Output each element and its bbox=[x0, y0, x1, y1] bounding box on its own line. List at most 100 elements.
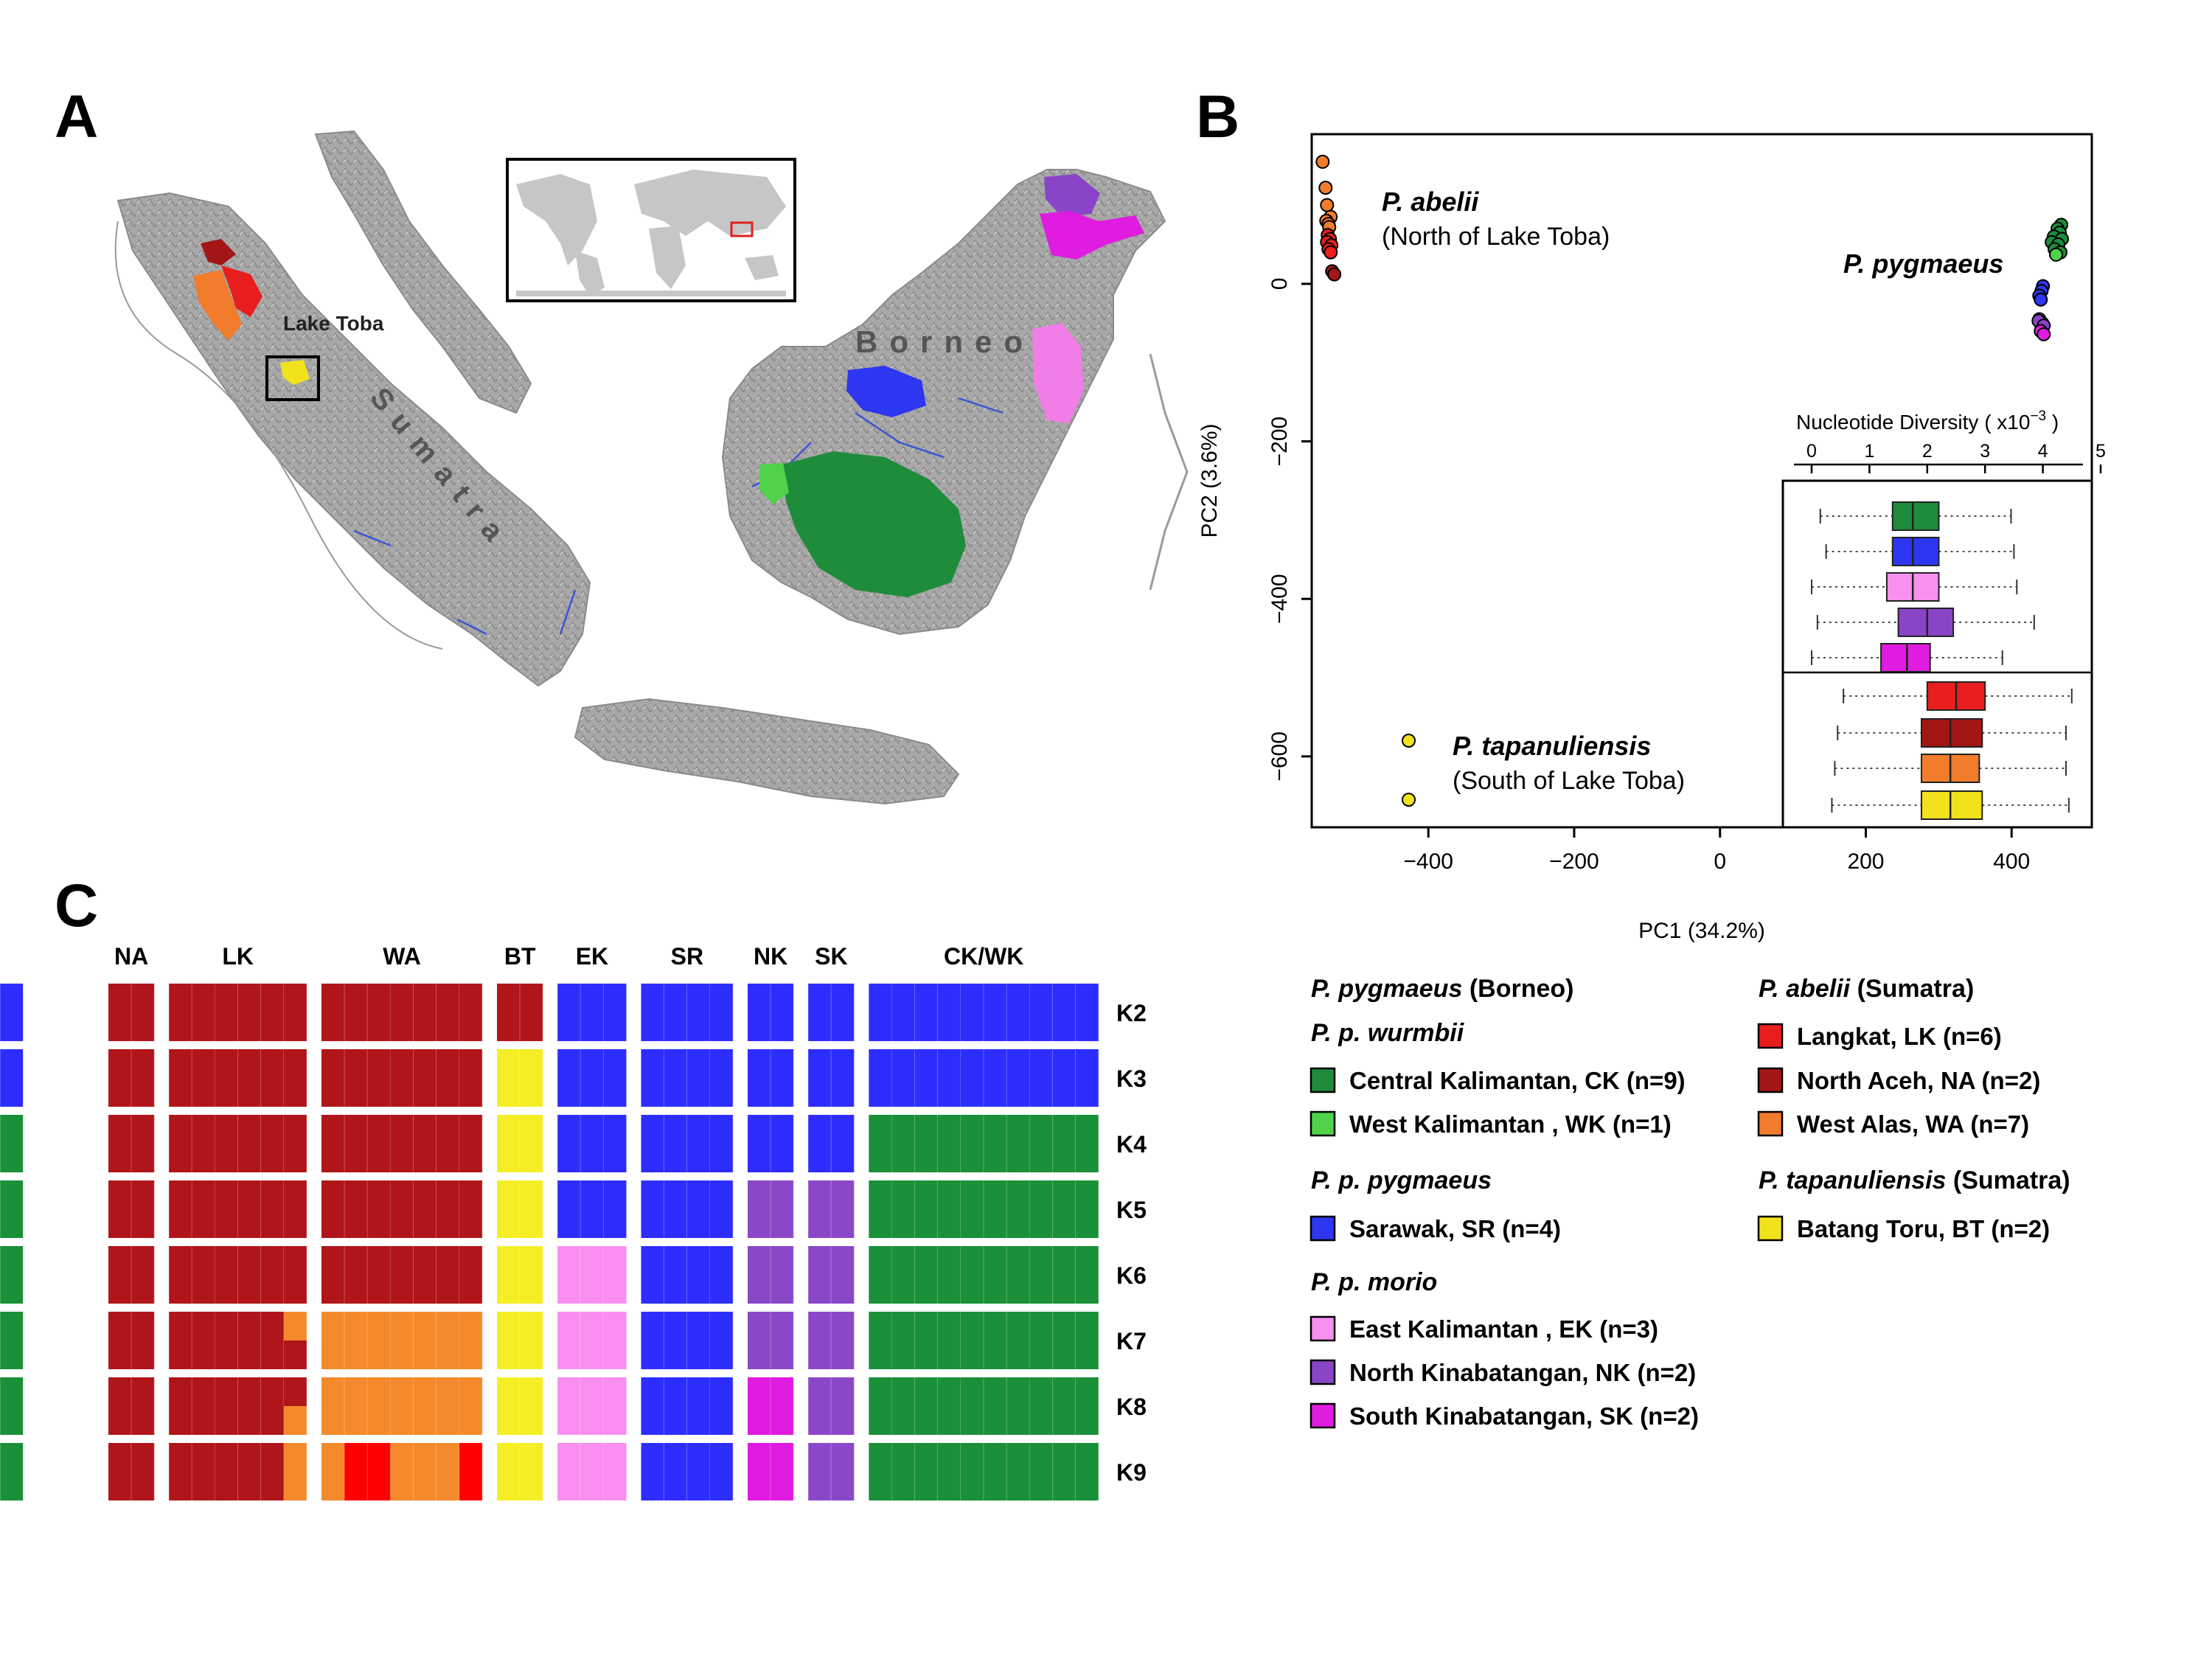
diversity-boxes bbox=[1811, 501, 2073, 820]
admix-cell bbox=[108, 1115, 132, 1172]
admix-cell bbox=[108, 1180, 132, 1238]
admixture-group-headers: NA LK WA BT EK SR NK SK CK/WK bbox=[114, 943, 1023, 970]
admix-cell bbox=[891, 1180, 915, 1238]
admix-cell bbox=[344, 1115, 368, 1172]
admix-cell bbox=[748, 1377, 771, 1435]
admix-cell bbox=[215, 1377, 238, 1435]
admix-cell bbox=[413, 1115, 437, 1172]
admix-cell bbox=[215, 1312, 238, 1369]
admix-cell bbox=[664, 1180, 687, 1238]
legend-swatch-CK bbox=[1310, 1067, 1336, 1093]
legend-label-EK: East Kalimantan , EK (n=3) bbox=[1349, 1315, 1658, 1343]
admix-cell bbox=[580, 1246, 604, 1304]
legend-abelii-title: P. abelii (Sumatra) bbox=[1759, 975, 1974, 1003]
population-ranges bbox=[193, 174, 1144, 597]
admix-cell bbox=[1006, 1443, 1030, 1500]
admix-cell bbox=[284, 1340, 307, 1369]
admixture-panel: NA LK WA BT EK SR NK SK CK/WK K2 K3 K4 K5 K6 K7 K8 K9 bbox=[0, 943, 1147, 1500]
admix-cell bbox=[131, 1312, 155, 1369]
admix-cell bbox=[831, 1312, 855, 1369]
admix-group-label: EK bbox=[576, 943, 608, 970]
admix-cell bbox=[215, 984, 238, 1041]
admix-k-label: K3 bbox=[1116, 1065, 1147, 1092]
admix-cell bbox=[641, 1246, 664, 1304]
admix-cell bbox=[520, 984, 543, 1041]
admix-cell bbox=[984, 1443, 1007, 1500]
legend-swatch-SK bbox=[1310, 1402, 1336, 1429]
pca-point-SK bbox=[2037, 327, 2051, 341]
admix-cell bbox=[237, 1049, 261, 1107]
admix-cell bbox=[131, 1443, 155, 1500]
panel-label-b: B bbox=[1196, 83, 1240, 150]
pca-x-tick-label: 400 bbox=[1993, 849, 2030, 874]
legend-wurmbii-title: P. p. wurmbii bbox=[1311, 1019, 1465, 1047]
admix-cell bbox=[192, 1443, 215, 1500]
admix-cell bbox=[367, 1443, 391, 1500]
admix-cell bbox=[937, 984, 961, 1041]
pygmaeus-label: P. pygmaeus bbox=[1843, 248, 2003, 279]
admix-cell bbox=[390, 1180, 414, 1238]
admix-k-label: K2 bbox=[1116, 1000, 1147, 1026]
admix-cell bbox=[0, 1049, 24, 1107]
admix-cell bbox=[459, 1443, 483, 1500]
admix-cell bbox=[284, 1049, 307, 1107]
admix-cell bbox=[580, 1049, 604, 1107]
admix-cell bbox=[603, 1115, 627, 1172]
admix-cell bbox=[557, 1115, 581, 1172]
admix-cell bbox=[284, 1406, 307, 1435]
admix-cell bbox=[497, 1180, 521, 1238]
pca-x-tick-label: 200 bbox=[1847, 849, 1884, 874]
admix-cell bbox=[1029, 1180, 1053, 1238]
admix-cell bbox=[603, 1443, 627, 1500]
admix-cell bbox=[664, 1246, 687, 1304]
range-WK bbox=[759, 463, 789, 504]
admix-cell bbox=[169, 1377, 192, 1435]
legend-tapanuliensis-title: P. tapanuliensis (Sumatra) bbox=[1759, 1166, 2070, 1194]
admix-cell bbox=[914, 1049, 938, 1107]
admix-cell bbox=[215, 1443, 238, 1500]
range-BT bbox=[280, 360, 310, 385]
box-SR bbox=[1891, 537, 1940, 566]
admix-cell bbox=[215, 1049, 238, 1107]
admix-cell bbox=[413, 1049, 437, 1107]
admix-cell bbox=[192, 1180, 215, 1238]
admix-cell bbox=[869, 1115, 892, 1172]
admix-cell bbox=[169, 1443, 192, 1500]
admix-cell bbox=[771, 1246, 794, 1304]
admix-group-label: SR bbox=[671, 943, 703, 970]
admix-cell bbox=[891, 1115, 915, 1172]
pca-point-WA bbox=[1320, 198, 1335, 212]
admix-cell bbox=[961, 1246, 984, 1304]
legend-swatch-WK bbox=[1310, 1110, 1336, 1137]
panel-label-a: A bbox=[55, 83, 99, 150]
admix-cell bbox=[436, 1377, 459, 1435]
admix-cell bbox=[961, 1049, 984, 1107]
admix-cell bbox=[1075, 1312, 1099, 1369]
admix-cell bbox=[459, 1377, 483, 1435]
admix-cell bbox=[497, 984, 521, 1041]
admix-cell bbox=[686, 1312, 710, 1369]
admix-cell bbox=[215, 1246, 238, 1304]
admix-cell bbox=[131, 1115, 155, 1172]
admix-cell bbox=[192, 1312, 215, 1369]
admix-cell bbox=[0, 984, 24, 1041]
diversity-axis: 0 1 2 3 4 5 bbox=[1806, 441, 2106, 473]
admix-cell bbox=[808, 1246, 832, 1304]
admix-cell bbox=[961, 1377, 984, 1435]
borneo-label: Borneo bbox=[855, 324, 1034, 359]
admix-cell bbox=[831, 1246, 855, 1304]
admix-cell bbox=[831, 1377, 855, 1435]
admix-cell bbox=[284, 1246, 307, 1304]
admix-cell bbox=[436, 1049, 459, 1107]
admix-cell bbox=[771, 984, 794, 1041]
admix-cell bbox=[641, 1049, 664, 1107]
admix-cell bbox=[436, 984, 459, 1041]
admix-cell bbox=[1029, 1443, 1053, 1500]
admix-cell bbox=[169, 1049, 192, 1107]
admix-cell bbox=[664, 1049, 687, 1107]
admix-cell bbox=[459, 1180, 483, 1238]
admix-cell bbox=[984, 1115, 1007, 1172]
admix-cell bbox=[131, 1377, 155, 1435]
admix-cell bbox=[497, 1443, 521, 1500]
